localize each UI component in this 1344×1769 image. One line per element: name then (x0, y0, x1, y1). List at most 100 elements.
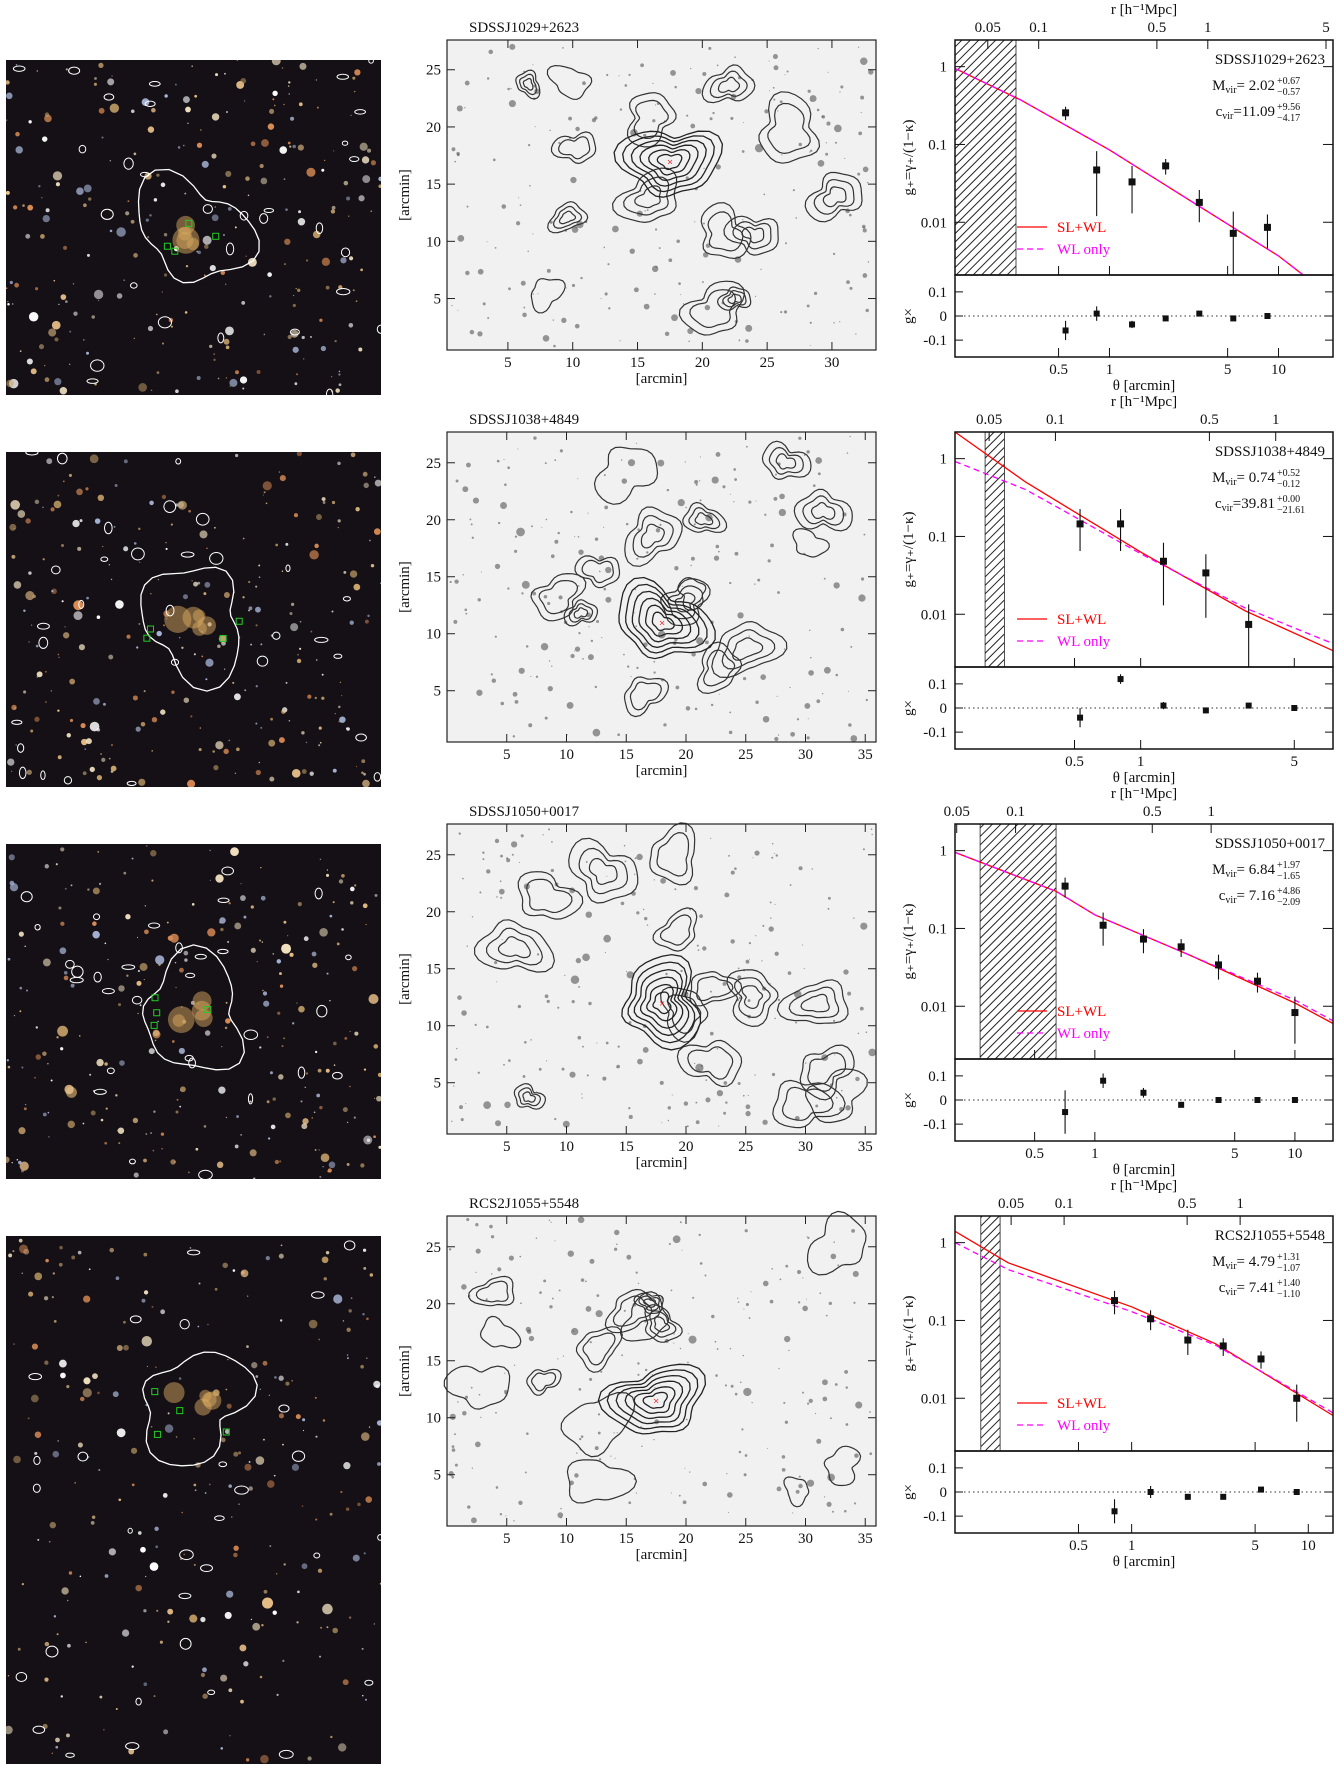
galaxy (138, 778, 146, 786)
star (729, 493, 731, 495)
galaxy (256, 961, 258, 963)
cluster-contour (652, 991, 672, 1015)
star (535, 1237, 538, 1239)
star (465, 270, 470, 276)
star (470, 1517, 477, 1524)
star (696, 637, 704, 645)
star (627, 665, 630, 668)
galaxy (269, 108, 275, 115)
star (739, 1381, 742, 1384)
star (801, 944, 803, 946)
galaxy (314, 696, 317, 700)
galaxy (287, 935, 289, 937)
star (829, 1417, 832, 1420)
x-axis-label: [arcmin] (636, 763, 688, 779)
star (643, 303, 650, 310)
galaxy (23, 1107, 27, 1111)
star (457, 309, 459, 311)
star (628, 1501, 632, 1505)
y-tick-label: 20 (426, 120, 441, 136)
star (754, 143, 764, 153)
star (613, 1247, 618, 1251)
star (691, 652, 696, 657)
galaxy (296, 452, 302, 457)
data-point (1291, 1009, 1299, 1017)
star (804, 702, 811, 709)
galaxy (331, 205, 336, 210)
galaxy (60, 847, 65, 852)
star (789, 884, 792, 886)
star (868, 1048, 877, 1057)
image-contour (214, 1515, 225, 1521)
star (504, 1101, 511, 1109)
galaxy (248, 606, 253, 611)
star (862, 228, 867, 233)
galaxy (90, 1110, 96, 1116)
cluster-name: RCS2J1055+5548 (1215, 1228, 1325, 1244)
contour (726, 969, 779, 1028)
cluster-contour (656, 153, 683, 171)
star (548, 828, 551, 831)
galaxy (48, 1540, 51, 1543)
star (571, 999, 575, 1004)
galaxy (103, 1728, 105, 1731)
contour (788, 986, 840, 1019)
galaxy (63, 975, 69, 981)
galaxy (42, 1723, 48, 1729)
star (773, 65, 779, 71)
star (845, 1386, 849, 1389)
y-axis-label: [arcmin] (397, 953, 413, 1005)
galaxy (318, 1338, 321, 1341)
galaxy (7, 957, 11, 961)
data-point (1219, 1342, 1227, 1350)
star (754, 583, 756, 585)
galaxy (42, 1051, 47, 1056)
image-contour (314, 887, 323, 900)
star (855, 333, 857, 335)
star (634, 612, 636, 614)
galaxy (150, 1425, 153, 1428)
star (542, 834, 544, 836)
galaxy (148, 1048, 155, 1055)
galaxy (150, 850, 157, 857)
star (846, 280, 850, 285)
galaxy (228, 902, 231, 905)
star (769, 1299, 774, 1304)
cluster-contour (638, 597, 692, 643)
galaxy (318, 744, 321, 747)
star (620, 459, 623, 461)
star (772, 54, 778, 60)
star (806, 1298, 808, 1300)
upper-error: +0.00 (1277, 494, 1300, 505)
galaxy (330, 1735, 333, 1739)
image-contour (20, 891, 33, 903)
image-contour (175, 942, 183, 954)
star (760, 674, 766, 680)
galaxy (277, 1011, 281, 1015)
galaxy (289, 952, 294, 957)
galaxy (301, 335, 305, 340)
star (572, 1330, 575, 1332)
arc-image (171, 247, 179, 255)
contour (652, 907, 698, 952)
galaxy (266, 1036, 269, 1039)
model-curve (954, 460, 1334, 645)
galaxy (272, 952, 275, 955)
star (579, 1437, 582, 1441)
star (506, 858, 511, 863)
star (754, 850, 760, 856)
y-axis-label: g₊=γ₊/(1−κ) (901, 903, 917, 979)
galaxy (377, 1462, 381, 1466)
star (594, 1446, 599, 1451)
galaxy (88, 1268, 91, 1271)
star (850, 735, 858, 742)
star (562, 47, 564, 49)
galaxy (118, 1498, 122, 1502)
star (587, 654, 594, 661)
star (590, 639, 594, 643)
galaxy (315, 1518, 318, 1521)
model-curve (954, 431, 1334, 652)
image-contour (209, 552, 224, 565)
galaxy (214, 206, 216, 208)
star (449, 580, 452, 584)
